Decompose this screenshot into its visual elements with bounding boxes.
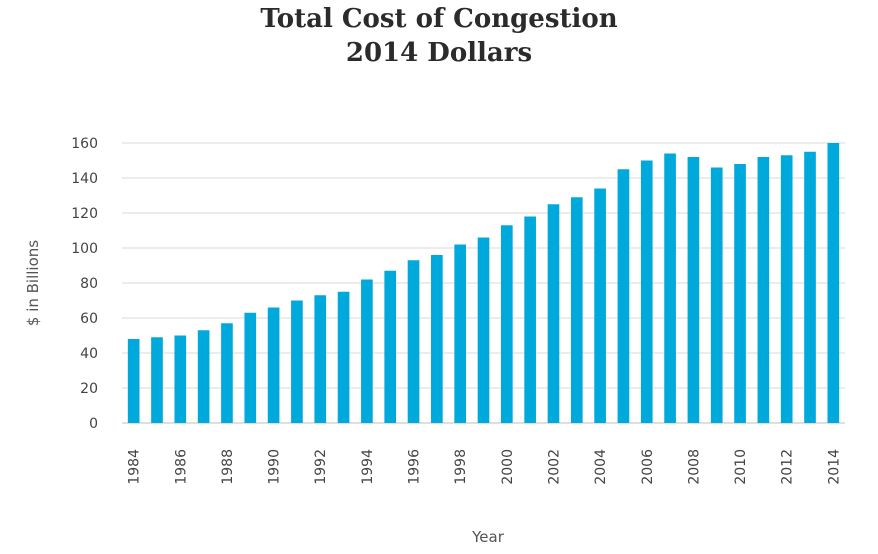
chart-subtitle: 2014 Dollars [345,38,533,68]
bar-1989 [244,312,257,423]
bar-1988 [221,323,233,423]
x-tick-label: 1998 [453,449,469,485]
bar-1985 [151,337,163,423]
bar-2000 [500,225,513,423]
y-axis-label: $ in Billions [24,240,42,326]
bar-1994 [361,279,373,423]
bar-2003 [570,197,583,423]
bar-1992 [314,295,327,423]
y-tick-label: 80 [80,276,98,292]
bar-1997 [431,255,443,423]
bar-2008 [687,157,700,423]
bar-1999 [477,237,490,423]
bar-2006 [640,160,653,423]
bar-1986 [174,335,187,423]
x-tick-label: 2006 [640,449,656,485]
y-tick-label: 120 [71,206,98,222]
bar-1984 [127,339,140,423]
bar-1998 [454,244,467,423]
bar-2013 [804,151,816,423]
y-tick-label: 20 [80,381,98,397]
bar-1990 [267,307,280,423]
bar-2009 [710,167,723,423]
x-tick-label: 1994 [360,449,376,485]
y-axis-ticks: 0 20 40 60 80 100 120 140 160 [71,136,98,432]
bar-2007 [664,153,676,423]
bars [127,143,840,423]
x-axis-ticks: 1984 1986 1988 1990 1992 1994 1996 1998 2000 2002… [127,449,843,485]
x-tick-label: 1986 [173,449,189,485]
bar-1996 [407,260,420,423]
x-tick-label: 1990 [267,449,283,485]
y-tick-label: 100 [71,241,98,257]
x-tick-label: 2010 [733,449,749,485]
bar-2010 [734,164,746,423]
chart-title: Total Cost of Congestion 2014 Dollars [0,2,878,70]
x-axis-label: Year [471,528,505,546]
y-tick-label: 160 [71,136,98,152]
x-tick-label: 1996 [407,449,423,485]
x-tick-label: 2008 [686,449,702,485]
bar-2011 [757,157,770,423]
y-tick-label: 60 [80,311,98,327]
x-tick-label: 2014 [826,449,842,485]
x-tick-label: 2004 [593,449,609,485]
bar-2004 [594,188,606,423]
bar-1993 [337,291,350,423]
bar-2012 [780,155,793,423]
bar-1991 [291,300,303,423]
x-tick-label: 2000 [500,449,516,485]
bar-1987 [197,330,210,423]
bar-2005 [617,169,630,423]
y-tick-label: 40 [80,346,98,362]
x-tick-label: 1988 [220,449,236,485]
bar-2002 [547,204,560,423]
chart-title-line-1: Total Cost of Congestion [260,4,618,34]
x-tick-label: 1992 [313,449,329,485]
bar-2014 [827,143,840,423]
y-tick-label: 0 [89,416,98,432]
x-tick-label: 2002 [546,449,562,485]
y-tick-label: 140 [71,171,98,187]
bar-2001 [524,216,536,423]
x-tick-label: 2012 [780,449,796,485]
x-tick-label: 1984 [127,449,143,485]
bar-1995 [384,270,397,423]
